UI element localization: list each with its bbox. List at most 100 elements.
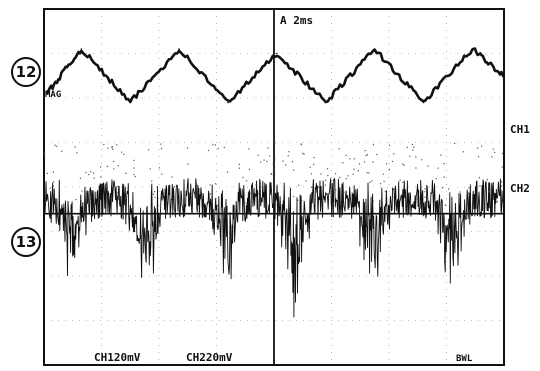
ch2-noise-dot: [238, 167, 240, 169]
ch2-noise-dot: [111, 146, 113, 148]
ch2-noise-dot: [303, 153, 305, 155]
ch2-noise-dot: [158, 167, 161, 169]
ch2-noise-dot: [113, 160, 115, 162]
ch2-noise-dot: [402, 181, 404, 183]
ch2-noise-dot: [293, 169, 295, 171]
ch1-trace: [45, 47, 506, 104]
callout-12-text: 12: [16, 63, 37, 81]
ch2-noise-dot: [441, 187, 443, 189]
ch2-noise-dot: [52, 171, 54, 173]
ch2-noise-dot: [488, 191, 490, 193]
ch2-noise-dot: [269, 155, 271, 157]
ch2-noise-dot: [412, 149, 414, 151]
ch2-noise-dot: [297, 199, 299, 201]
callout-13: 13: [11, 227, 41, 257]
ch1-waveform: [45, 47, 506, 104]
ch2-noise-dot: [260, 161, 262, 163]
ch2-noise-dot: [242, 176, 244, 178]
ch2-noise-dot: [415, 167, 417, 169]
ch2-noise-dot: [133, 159, 135, 161]
ch2-noise-dot: [125, 172, 127, 174]
ch2-noise-dot: [391, 160, 394, 163]
ch2-noise-dot: [248, 148, 250, 150]
ch2-noise-dot: [293, 195, 295, 198]
ch2-noise-dot: [478, 177, 480, 179]
ch2-noise-dot: [379, 183, 382, 185]
ch2-noise-dot: [369, 181, 371, 183]
ch2-noise-dot: [90, 171, 92, 173]
ch2-noise-dot: [133, 167, 135, 169]
ch2-noise-dot: [300, 144, 302, 146]
ch2-noise-dot: [386, 163, 388, 165]
ch2-noise-dot: [448, 188, 450, 190]
ch2-noise-dot: [151, 180, 153, 182]
ch2-noise-dot: [255, 184, 257, 186]
ch2-noise-dot: [443, 163, 445, 165]
ch2-noise-dot: [479, 185, 481, 187]
ch2-waveform: [43, 177, 505, 318]
ch2-noise-dot: [399, 179, 401, 181]
ch2-noise-dot: [263, 159, 265, 161]
ch2-noise-dot: [492, 148, 494, 150]
ch1-vertex-point: [129, 101, 132, 104]
ch2-noise-dot: [154, 196, 156, 198]
timebase-label: A 2ms: [280, 14, 313, 27]
ch2-noise-dot: [376, 153, 378, 156]
ch2-noise-dot: [270, 173, 272, 175]
ch2-noise-dot: [223, 146, 225, 149]
ch2-noise-dot: [288, 151, 290, 153]
ch2-noise-dot: [501, 181, 503, 183]
ch2-noise-dot: [326, 168, 329, 170]
ch1-vertex-point: [422, 101, 425, 104]
ch2-noise-dot: [311, 186, 313, 188]
ch2-noise-dot: [372, 161, 374, 163]
ch2-noise-dot: [85, 171, 87, 174]
ch2-noise-dot: [366, 172, 368, 174]
ch2-noise-dot: [113, 168, 115, 170]
ch2-noise-dot: [134, 176, 136, 178]
ch2-noise-dot: [88, 194, 90, 196]
ch2-noise-dot: [301, 199, 303, 202]
ch2-noise-dot: [285, 164, 287, 166]
ch2-noise-dot: [87, 203, 89, 205]
ch2-noise-dot: [302, 152, 304, 154]
ch2-noise-dot: [332, 202, 335, 204]
ch2-noise-dot: [153, 193, 155, 195]
bw-limit-mark: BWL: [456, 354, 473, 364]
ch2-noise-dot: [117, 165, 119, 167]
ch2-noise-dot: [215, 183, 217, 185]
ch2-noise-dot: [287, 155, 289, 157]
ch2-noise-dot: [402, 163, 404, 165]
ch2-noise-dot: [382, 173, 384, 175]
ch2-noise-dot: [245, 202, 247, 204]
ch2-noise-dot: [358, 163, 361, 165]
ch2-noise-dot: [160, 148, 163, 150]
ch2-noise-dot: [305, 180, 307, 182]
ch2-noise-dot: [217, 148, 219, 150]
ch2-noise-dot: [90, 196, 92, 198]
ch2-noise-dot: [353, 158, 355, 160]
ch2-noise-dot: [187, 163, 189, 165]
ch1-vertex-point: [471, 48, 474, 50]
ch2-noise-dot: [154, 191, 156, 193]
ch2-noise-dot: [298, 184, 300, 186]
ch2-noise-dot: [413, 146, 415, 148]
ch2-noise-dot: [477, 147, 479, 149]
ch2-noise-dot: [238, 163, 240, 165]
ch2-noise-dot: [411, 143, 413, 146]
ch2-noise-dot: [338, 148, 340, 150]
ch2-noise-dot: [46, 172, 48, 174]
ch2-noise-dot: [327, 175, 329, 177]
ch2-noise-dot: [494, 151, 496, 153]
ch1-vertex-point: [503, 75, 505, 77]
ch2-noise-dot: [365, 154, 367, 157]
ch2-trace: [43, 142, 505, 318]
ch1-ground-marker: CH1: [510, 123, 530, 136]
ch2-marker-label: CH2: [510, 182, 530, 195]
ch2-noise-dot: [173, 186, 175, 188]
ch2-noise-dot: [74, 146, 76, 148]
ch2-noise-dot: [111, 179, 113, 181]
ch2-noise-dot: [88, 200, 90, 203]
ch2-noise-dot: [415, 156, 417, 158]
